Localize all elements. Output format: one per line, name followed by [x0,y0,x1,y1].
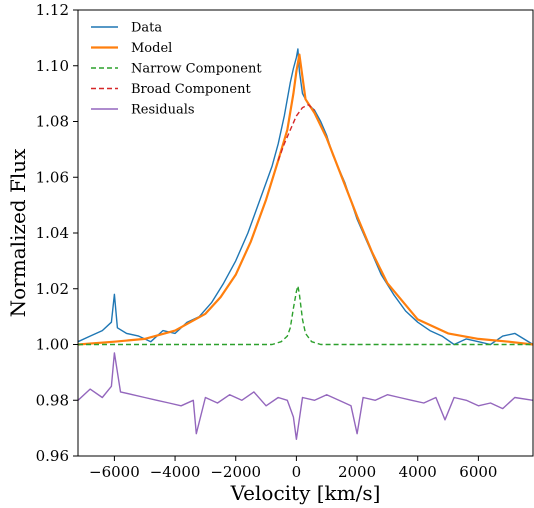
series-line-data [78,48,533,346]
x-axis: −6000 −4000 −2000 0 2000 4000 6000 [89,456,497,481]
y-tick-label: 0.96 [36,447,69,465]
plot-frame [77,9,534,457]
y-axis-label: Normalized Flux [6,148,30,317]
y-tick-label: 1.12 [36,1,69,19]
series-line-residuals [78,352,533,440]
y-tick-label: 1.02 [36,280,69,298]
x-tick-label: 2000 [338,463,376,481]
x-tick-label: 4000 [399,463,437,481]
y-tick-label: 1.04 [36,224,69,242]
x-tick-label: −6000 [89,463,140,481]
series-layer [78,48,533,440]
legend-label: Broad Component [131,82,251,97]
x-axis-label: Velocity [km/s] [230,481,381,505]
series-line-narrow-component [78,285,533,346]
legend-label: Data [131,21,162,36]
legend: Data Model Narrow Component Broad Component… [91,21,262,118]
legend-label: Model [131,41,172,56]
y-tick-label: 1.10 [36,57,69,75]
series-line-broad-component [277,104,316,161]
y-tick-label: 1.00 [36,336,69,354]
series-line-model [78,53,533,346]
x-tick-label: 0 [292,463,302,481]
x-tick-label: 6000 [459,463,497,481]
y-tick-label: 0.98 [36,391,69,409]
x-tick-label: −4000 [150,463,201,481]
y-axis: 0.96 0.98 1.00 1.02 1.04 1.06 1.08 1.10 1.12 [36,1,78,465]
legend-label: Narrow Component [131,62,262,77]
y-tick-label: 1.06 [36,168,69,186]
legend-label: Residuals [131,103,195,118]
y-tick-label: 1.08 [36,113,69,131]
x-tick-label: −2000 [210,463,261,481]
